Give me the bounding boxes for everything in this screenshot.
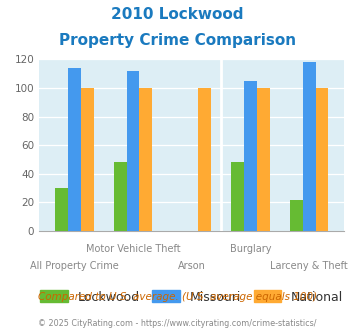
Text: Arson: Arson [178, 261, 206, 271]
Text: © 2025 CityRating.com - https://www.cityrating.com/crime-statistics/: © 2025 CityRating.com - https://www.city… [38, 319, 317, 328]
Bar [140, 88, 152, 231]
Text: Compared to U.S. average. (U.S. average equals 100): Compared to U.S. average. (U.S. average … [38, 292, 317, 302]
Text: Motor Vehicle Theft: Motor Vehicle Theft [86, 244, 180, 254]
Text: Burglary: Burglary [230, 244, 271, 254]
Bar [198, 88, 211, 231]
Bar [231, 162, 244, 231]
Text: Larceny & Theft: Larceny & Theft [270, 261, 348, 271]
Text: Property Crime Comparison: Property Crime Comparison [59, 33, 296, 48]
Legend: Lockwood, Missouri, National: Lockwood, Missouri, National [35, 285, 348, 309]
Text: 2010 Lockwood: 2010 Lockwood [111, 7, 244, 21]
Bar [81, 88, 94, 231]
Bar [316, 88, 328, 231]
Bar [257, 88, 270, 231]
Text: All Property Crime: All Property Crime [30, 261, 119, 271]
Bar [114, 162, 126, 231]
Bar [126, 71, 140, 231]
Bar [244, 81, 257, 231]
Bar [303, 62, 316, 231]
Bar [290, 200, 303, 231]
Bar [68, 68, 81, 231]
Bar [55, 188, 68, 231]
